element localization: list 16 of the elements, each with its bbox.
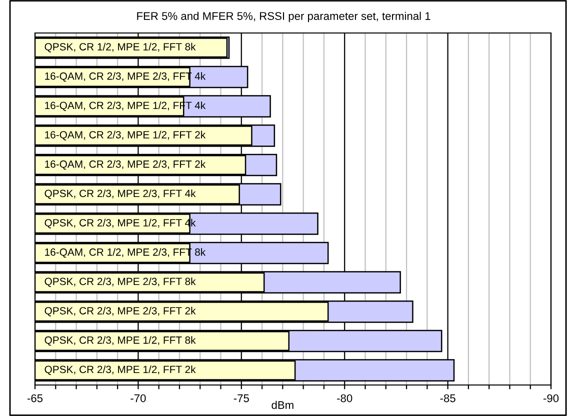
y-tick-label: QPSK, CR 2/3, MPE 2/3, FFT 2k [44,306,196,316]
y-tick-label: QPSK, CR 2/3, MPE 2/3, FFT 8k [44,277,196,287]
x-tick-label: -90 [543,394,559,402]
x-tick-label: -85 [440,394,456,402]
x-tick-label: -75 [234,394,249,402]
y-tick-label: QPSK, CR 1/2, MPE 1/2, FFT 8k [44,42,196,52]
y-tick-label: QPSK, CR 2/3, MPE 2/3, FFT 4k [44,189,196,199]
y-tick-label: QPSK, CR 2/3, MPE 1/2, FFT 8k [44,336,196,346]
x-tick-label: -70 [130,394,146,402]
x-tick-label: -65 [27,394,43,402]
y-tick-label: QPSK, CR 2/3, MPE 1/2, FFT 2k [44,365,196,375]
y-tick-label: 16-QAM, CR 2/3, MPE 2/3, FFT 2k [45,160,206,170]
x-tick-label: -80 [337,394,352,402]
chart-title: FER 5% and MFER 5%, RSSI per parameter set, terminal 1 [137,12,430,22]
y-tick-label: 16-QAM, CR 2/3, MPE 1/2, FFT 2k [45,130,206,140]
x-axis-title: dBm [272,400,294,409]
